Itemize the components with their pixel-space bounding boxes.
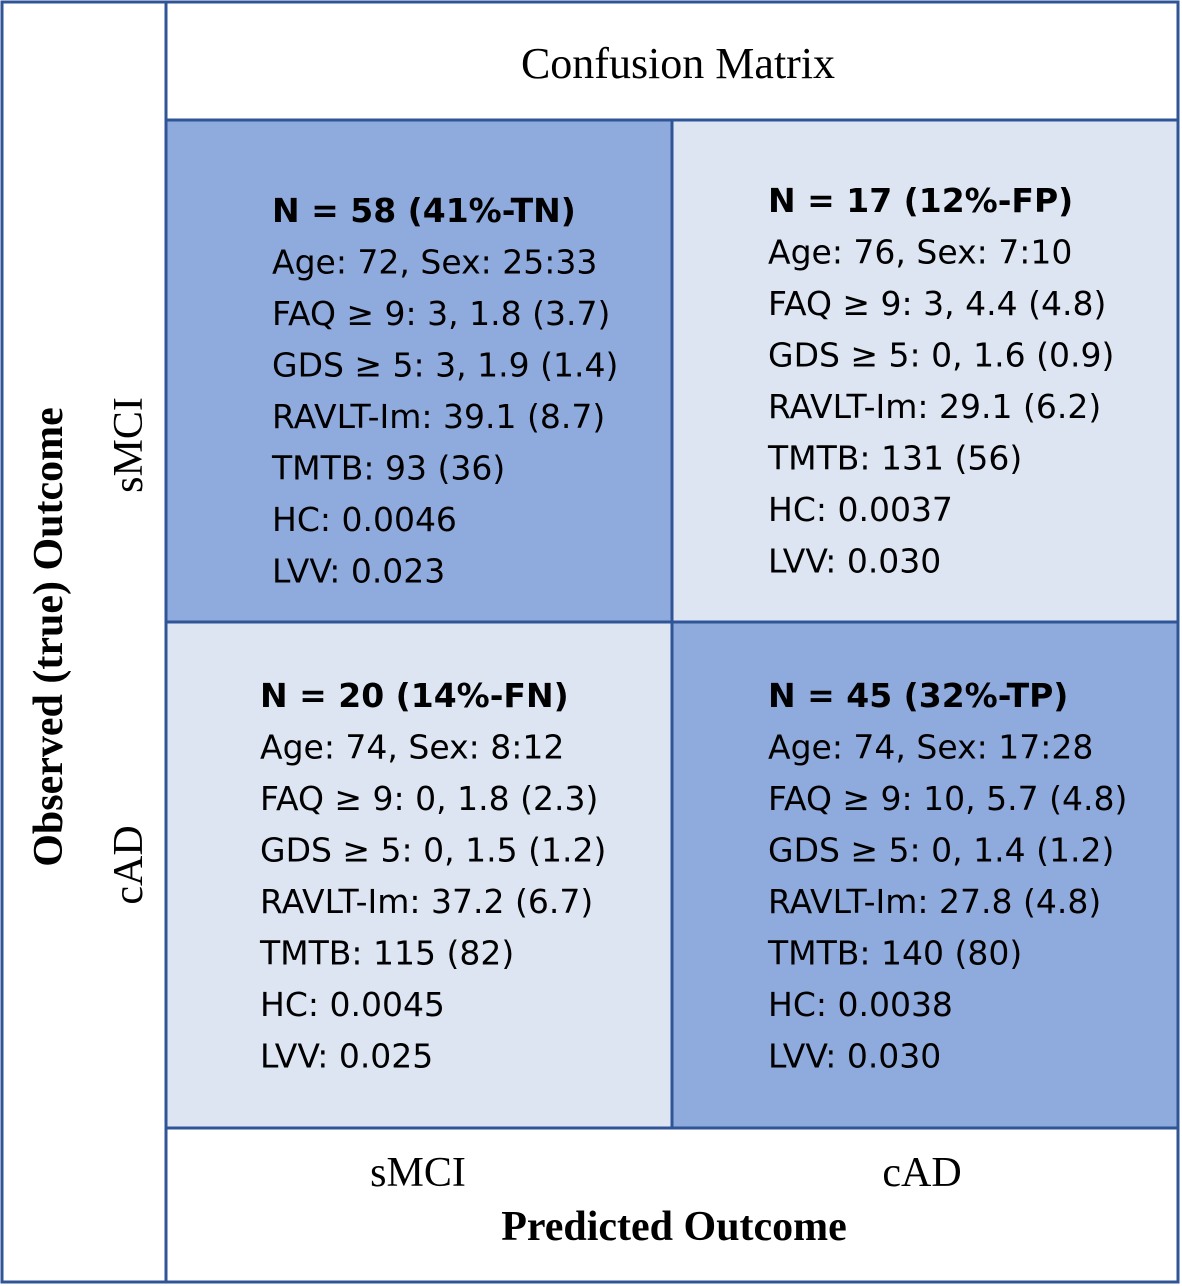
cell-stat: Age: 72, Sex: 25:33 <box>272 243 597 282</box>
cell-stat: HC: 0.0037 <box>768 490 953 529</box>
cell-stat: FAQ ≥ 9: 3, 4.4 (4.8) <box>768 284 1106 323</box>
cell-stat: GDS ≥ 5: 0, 1.6 (0.9) <box>768 336 1114 375</box>
cell-stat: GDS ≥ 5: 0, 1.5 (1.2) <box>260 831 606 870</box>
cell-stat: TMTB: 140 (80) <box>767 934 1022 973</box>
cell-bg <box>164 118 674 624</box>
cell-stat: GDS ≥ 5: 0, 1.4 (1.2) <box>768 831 1114 870</box>
cell-stat: LVV: 0.030 <box>768 542 941 581</box>
cell-stat: GDS ≥ 5: 3, 1.9 (1.4) <box>272 346 618 385</box>
cell-stat: FAQ ≥ 9: 3, 1.8 (3.7) <box>272 294 610 333</box>
cell-stat: LVV: 0.025 <box>260 1037 433 1076</box>
cell-stat: RAVLT-Im: 37.2 (6.7) <box>260 882 593 921</box>
cell-count: N = 58 (41%-TN) <box>272 191 576 230</box>
cell-stat: RAVLT-Im: 29.1 (6.2) <box>768 387 1101 426</box>
cell-count: N = 45 (32%-TP) <box>768 676 1068 715</box>
cell-count: N = 20 (14%-FN) <box>260 676 569 715</box>
cell-stat: TMTB: 93 (36) <box>271 449 505 488</box>
cell-stat: HC: 0.0046 <box>272 500 457 539</box>
cell-stat: FAQ ≥ 9: 10, 5.7 (4.8) <box>768 779 1127 818</box>
cell-stat: TMTB: 131 (56) <box>767 439 1022 478</box>
row-label: sMCI <box>106 397 152 493</box>
cell-bg <box>164 620 674 1130</box>
row-label: cAD <box>106 825 152 904</box>
cell-stat: LVV: 0.030 <box>768 1037 941 1076</box>
y-axis-label: Observed (true) Outcome <box>26 407 72 867</box>
cell-stat: Age: 74, Sex: 8:12 <box>260 728 564 767</box>
cell-stat: Age: 74, Sex: 17:28 <box>768 728 1093 767</box>
cell-stat: TMTB: 115 (82) <box>259 934 514 973</box>
cell-count: N = 17 (12%-FP) <box>768 181 1073 220</box>
cell-stat: Age: 76, Sex: 7:10 <box>768 233 1072 272</box>
cell-stat: RAVLT-Im: 27.8 (4.8) <box>768 882 1101 921</box>
cell-stat: FAQ ≥ 9: 0, 1.8 (2.3) <box>260 779 598 818</box>
title: Confusion Matrix <box>521 39 835 88</box>
cell-stat: RAVLT-Im: 39.1 (8.7) <box>272 397 605 436</box>
cell-stat: LVV: 0.023 <box>272 552 445 591</box>
cells: N = 58 (41%-TN) Age: 72, Sex: 25:33 FAQ ≥ … <box>259 181 1127 1076</box>
column-label: sMCI <box>370 1150 466 1196</box>
cell-stat: HC: 0.0045 <box>260 985 445 1024</box>
column-label: cAD <box>882 1150 961 1196</box>
x-axis-label: Predicted Outcome <box>501 1204 847 1250</box>
cell-bg <box>670 620 1180 1130</box>
cell-stat: HC: 0.0038 <box>768 985 953 1024</box>
